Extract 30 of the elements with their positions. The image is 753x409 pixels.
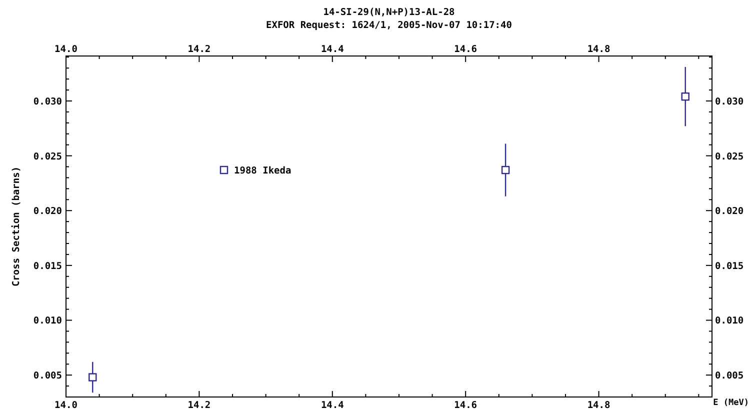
y-axis-title: Cross Section (barns) bbox=[11, 166, 22, 287]
x-tick-label: 14.8 bbox=[587, 44, 610, 55]
x2-tick-label: 14.6 bbox=[454, 400, 478, 409]
x-axis-title: E (MeV) bbox=[713, 398, 749, 408]
x-tick-label: 14.6 bbox=[454, 44, 478, 55]
y-tick-label: 0.015 bbox=[33, 260, 62, 272]
y2-tick-label: 0.025 bbox=[715, 151, 744, 162]
x2-tick-label: 14.8 bbox=[587, 400, 610, 409]
point bbox=[681, 92, 690, 101]
y-tick-label: 0.010 bbox=[33, 316, 62, 327]
chart-title: 14-SI-29(N,N+P)13-AL-28 bbox=[323, 7, 456, 18]
y-tick-label: 0.020 bbox=[33, 206, 62, 218]
y2-tick-label: 0.030 bbox=[715, 96, 744, 108]
y-tick-label: 0.025 bbox=[33, 151, 62, 162]
chart-subtitle: EXFOR Request: 1624/1, 2005-Nov-07 10:17:40 bbox=[266, 20, 512, 31]
y-tick-label: 0.005 bbox=[33, 370, 62, 382]
y-tick-label: 0.030 bbox=[33, 96, 62, 108]
legend-label: 1988 Ikeda bbox=[234, 166, 292, 176]
x2-tick-label: 14.2 bbox=[188, 400, 211, 409]
y2-tick-label: 0.005 bbox=[715, 370, 744, 382]
point bbox=[501, 166, 510, 174]
x2-tick-label: 14.4 bbox=[320, 400, 344, 409]
y2-tick-label: 0.020 bbox=[715, 206, 744, 218]
y2-tick-label: 0.015 bbox=[715, 260, 744, 272]
x-tick-label: 14.2 bbox=[188, 44, 211, 55]
y2-tick-label: 0.010 bbox=[715, 316, 744, 327]
x-tick-label: 14.4 bbox=[320, 44, 344, 55]
point bbox=[88, 373, 97, 382]
x-tick-label: 14.0 bbox=[54, 44, 78, 55]
x2-tick-label: 14.0 bbox=[54, 400, 78, 409]
